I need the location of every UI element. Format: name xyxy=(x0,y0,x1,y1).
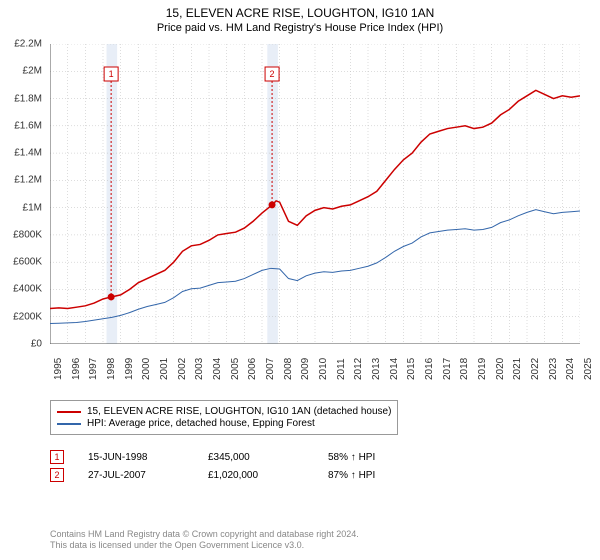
chart-subtitle: Price paid vs. HM Land Registry's House … xyxy=(0,22,600,34)
sale-price: £1,020,000 xyxy=(208,470,328,481)
x-tick-label: 2021 xyxy=(512,358,523,380)
y-tick-label: £2M xyxy=(23,66,42,77)
x-tick-label: 2000 xyxy=(141,358,152,380)
y-tick-label: £1M xyxy=(23,202,42,213)
x-axis: 1995 1996 1997 1998 1999 2000 2001 2002 2003 2004… xyxy=(50,348,580,398)
x-tick-label: 2010 xyxy=(318,358,329,380)
svg-text:2: 2 xyxy=(270,69,275,79)
x-tick-label: 2016 xyxy=(424,358,435,380)
y-tick-label: £800K xyxy=(13,229,42,240)
x-tick-label: 2012 xyxy=(353,358,364,380)
plot-svg: 12 xyxy=(50,44,580,344)
x-tick-label: 2005 xyxy=(230,358,241,380)
x-tick-label: 2022 xyxy=(530,358,541,380)
x-tick-label: 1996 xyxy=(71,358,82,380)
x-tick-label: 2003 xyxy=(194,358,205,380)
x-tick-label: 2011 xyxy=(336,358,347,380)
legend-label: 15, ELEVEN ACRE RISE, LOUGHTON, IG10 1AN… xyxy=(87,406,391,417)
footer-line1: Contains HM Land Registry data © Crown c… xyxy=(50,529,359,541)
x-tick-label: 2017 xyxy=(442,358,453,380)
x-tick-label: 2024 xyxy=(565,358,576,380)
x-tick-label: 2006 xyxy=(247,358,258,380)
x-tick-label: 2025 xyxy=(583,358,594,380)
y-tick-label: £1.2M xyxy=(14,175,42,186)
x-tick-label: 1995 xyxy=(53,358,64,380)
sale-price: £345,000 xyxy=(208,452,328,463)
y-tick-label: £1.8M xyxy=(14,93,42,104)
y-axis: £0£200K£400K£600K£800K£1M£1.2M£1.4M£1.6M… xyxy=(0,44,46,344)
sale-row: 1 15-JUN-1998£345,00058% ↑ HPI xyxy=(50,450,448,464)
x-tick-label: 2007 xyxy=(265,358,276,380)
footer: Contains HM Land Registry data © Crown c… xyxy=(50,529,359,552)
y-tick-label: £1.4M xyxy=(14,148,42,159)
x-tick-label: 2002 xyxy=(177,358,188,380)
plot-area: 12 xyxy=(50,44,580,344)
sale-marker: 2 xyxy=(50,468,64,482)
legend-item: 15, ELEVEN ACRE RISE, LOUGHTON, IG10 1AN… xyxy=(57,406,391,417)
sale-row: 2 27-JUL-2007£1,020,00087% ↑ HPI xyxy=(50,468,448,482)
x-tick-label: 2019 xyxy=(477,358,488,380)
sales-table: 1 15-JUN-1998£345,00058% ↑ HPI 2 27-JUL-200… xyxy=(50,446,448,486)
y-tick-label: £2.2M xyxy=(14,39,42,50)
x-tick-label: 2014 xyxy=(389,358,400,380)
x-tick-label: 2008 xyxy=(283,358,294,380)
x-tick-label: 2009 xyxy=(300,358,311,380)
title-block: 15, ELEVEN ACRE RISE, LOUGHTON, IG10 1AN… xyxy=(0,0,600,36)
x-tick-label: 2004 xyxy=(212,358,223,380)
sale-pct: 58% ↑ HPI xyxy=(328,452,448,463)
y-tick-label: £0 xyxy=(31,339,42,350)
x-tick-label: 2001 xyxy=(159,358,170,380)
x-tick-label: 1997 xyxy=(88,358,99,380)
y-tick-label: £1.6M xyxy=(14,120,42,131)
sale-date: 15-JUN-1998 xyxy=(88,452,208,463)
y-tick-label: £400K xyxy=(13,284,42,295)
legend-label: HPI: Average price, detached house, Eppi… xyxy=(87,418,315,429)
sale-marker: 1 xyxy=(50,450,64,464)
x-tick-label: 2015 xyxy=(406,358,417,380)
x-tick-label: 2013 xyxy=(371,358,382,380)
sale-date: 27-JUL-2007 xyxy=(88,470,208,481)
x-tick-label: 2020 xyxy=(495,358,506,380)
sale-pct: 87% ↑ HPI xyxy=(328,470,448,481)
x-tick-label: 1998 xyxy=(106,358,117,380)
footer-line2: This data is licensed under the Open Gov… xyxy=(50,540,359,552)
legend-swatch xyxy=(57,411,81,413)
y-tick-label: £200K xyxy=(13,311,42,322)
x-tick-label: 2018 xyxy=(459,358,470,380)
x-tick-label: 1999 xyxy=(124,358,135,380)
legend-item: HPI: Average price, detached house, Eppi… xyxy=(57,418,391,429)
svg-text:1: 1 xyxy=(109,69,114,79)
chart-title: 15, ELEVEN ACRE RISE, LOUGHTON, IG10 1AN xyxy=(0,6,600,20)
y-tick-label: £600K xyxy=(13,257,42,268)
chart-container: 15, ELEVEN ACRE RISE, LOUGHTON, IG10 1AN… xyxy=(0,0,600,560)
legend: 15, ELEVEN ACRE RISE, LOUGHTON, IG10 1AN… xyxy=(50,400,398,435)
legend-swatch xyxy=(57,423,81,425)
x-tick-label: 2023 xyxy=(548,358,559,380)
